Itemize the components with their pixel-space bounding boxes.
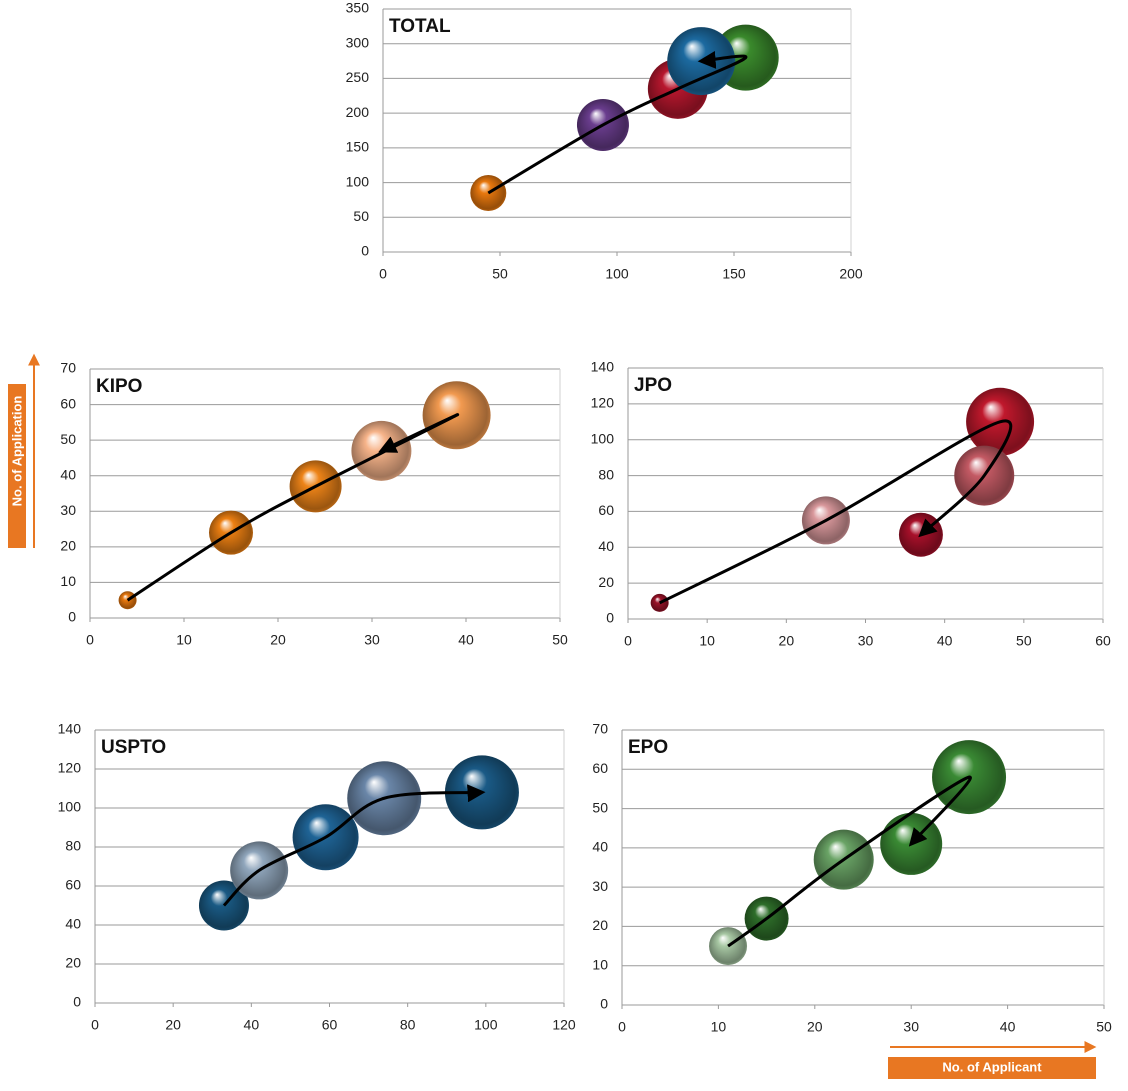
y-tick-label: 10 (60, 573, 76, 589)
y-tick-label: 60 (65, 877, 81, 893)
x-tick-label: 10 (176, 632, 192, 648)
y-tick-label: 10 (592, 956, 608, 972)
x-tick-label: 50 (492, 266, 508, 282)
x-tick-label: 30 (858, 633, 874, 649)
y-tick-label: 140 (591, 359, 615, 375)
y-tick-label: 20 (592, 917, 608, 933)
y-tick-label: 100 (591, 430, 615, 446)
x-tick-label: 40 (937, 633, 953, 649)
x-tick-label: 10 (711, 1019, 727, 1035)
y-tick-label: 100 (58, 799, 82, 815)
y-tick-label: 0 (606, 610, 614, 626)
y-tick-label: 20 (60, 538, 76, 554)
x-tick-label: 20 (165, 1017, 181, 1033)
x-axis-label: No. of Applicant (888, 1041, 1097, 1079)
y-tick-label: 140 (58, 721, 82, 737)
trend-arrow (222, 784, 486, 907)
x-tick-label: 30 (903, 1019, 919, 1035)
y-tick-label: 60 (592, 760, 608, 776)
x-tick-label: 0 (86, 632, 94, 648)
x-tick-label: 30 (364, 632, 380, 648)
x-tick-label: 40 (244, 1017, 260, 1033)
y-tick-label: 40 (592, 839, 608, 855)
trend-arrow (659, 419, 1013, 605)
x-tick-label: 20 (807, 1019, 823, 1035)
y-tick-label: 300 (346, 34, 370, 50)
y-tick-label: 50 (353, 208, 369, 224)
x-tick-label: 50 (552, 632, 568, 648)
y-axis-label: No. of Application (8, 353, 40, 548)
y-tick-label: 120 (591, 395, 615, 411)
y-tick-label: 20 (65, 955, 81, 971)
label-box (8, 384, 26, 548)
chart: 0 50 100 150 200 250 300 350 0 50 100 150 200 TOTAL (346, 0, 863, 282)
x-tick-label: 40 (1000, 1019, 1016, 1035)
y-tick-label: 50 (60, 431, 76, 447)
x-tick-label: 200 (839, 266, 863, 282)
y-tick-label: 70 (60, 360, 76, 376)
x-tick-label: 100 (605, 266, 629, 282)
trend-arrow (126, 413, 460, 602)
trend-arrow (487, 50, 748, 195)
y-tick-label: 30 (60, 502, 76, 518)
y-tick-label: 250 (346, 69, 370, 85)
x-tick-label: 20 (270, 632, 286, 648)
x-tick-label: 0 (624, 633, 632, 649)
y-tick-label: 80 (65, 838, 81, 854)
chart-title: KIPO (96, 376, 142, 397)
y-tick-label: 60 (598, 502, 614, 518)
x-tick-label: 150 (722, 266, 746, 282)
x-tick-label: 50 (1096, 1019, 1112, 1035)
y-tick-label: 150 (346, 139, 370, 155)
x-tick-label: 0 (618, 1019, 626, 1035)
x-tick-label: 50 (1016, 633, 1032, 649)
y-tick-label: 0 (361, 243, 369, 259)
y-tick-label: 200 (346, 104, 370, 120)
y-tick-label: 100 (346, 173, 370, 189)
y-tick-label: 70 (592, 721, 608, 737)
y-tick-label: 20 (598, 574, 614, 590)
x-tick-label: 40 (458, 632, 474, 648)
y-tick-label: 40 (60, 466, 76, 482)
chart: 0 10 20 30 40 50 60 70 0 10 20 30 40 50 KIPO (60, 360, 568, 648)
y-tick-label: 120 (58, 760, 82, 776)
x-tick-label: 120 (552, 1017, 576, 1033)
x-tick-label: 60 (322, 1017, 338, 1033)
y-tick-label: 80 (598, 466, 614, 482)
y-tick-label: 40 (598, 538, 614, 554)
y-axis-title: No. of Application (9, 396, 24, 507)
y-tick-label: 40 (65, 916, 81, 932)
chart-title: USPTO (101, 737, 166, 758)
chart-title: EPO (628, 737, 668, 758)
chart: 0 20 40 60 80 100 120 140 0 10 20 30 40 50 60 JPO (591, 359, 1111, 649)
y-tick-label: 0 (73, 994, 81, 1010)
x-tick-label: 80 (400, 1017, 416, 1033)
y-tick-label: 60 (60, 395, 76, 411)
y-tick-label: 0 (68, 609, 76, 625)
y-tick-label: 0 (600, 996, 608, 1012)
chart-title: TOTAL (389, 16, 451, 37)
x-tick-label: 20 (779, 633, 795, 649)
x-tick-label: 0 (91, 1017, 99, 1033)
trend-arrow (727, 775, 972, 948)
y-tick-label: 350 (346, 0, 370, 16)
x-tick-label: 10 (699, 633, 715, 649)
x-axis-title: No. of Applicant (942, 1059, 1042, 1074)
x-tick-label: 100 (474, 1017, 498, 1033)
x-tick-label: 0 (379, 266, 387, 282)
label-box (888, 1057, 1096, 1079)
chart: 0 10 20 30 40 50 60 70 0 10 20 30 40 50 EPO (592, 721, 1112, 1035)
y-tick-label: 50 (592, 799, 608, 815)
y-tick-label: 30 (592, 878, 608, 894)
chart: 0 20 40 60 80 100 120 140 0 20 40 60 80 100 120 USPTO (58, 721, 576, 1033)
x-tick-label: 60 (1095, 633, 1111, 649)
chart-title: JPO (634, 375, 672, 396)
